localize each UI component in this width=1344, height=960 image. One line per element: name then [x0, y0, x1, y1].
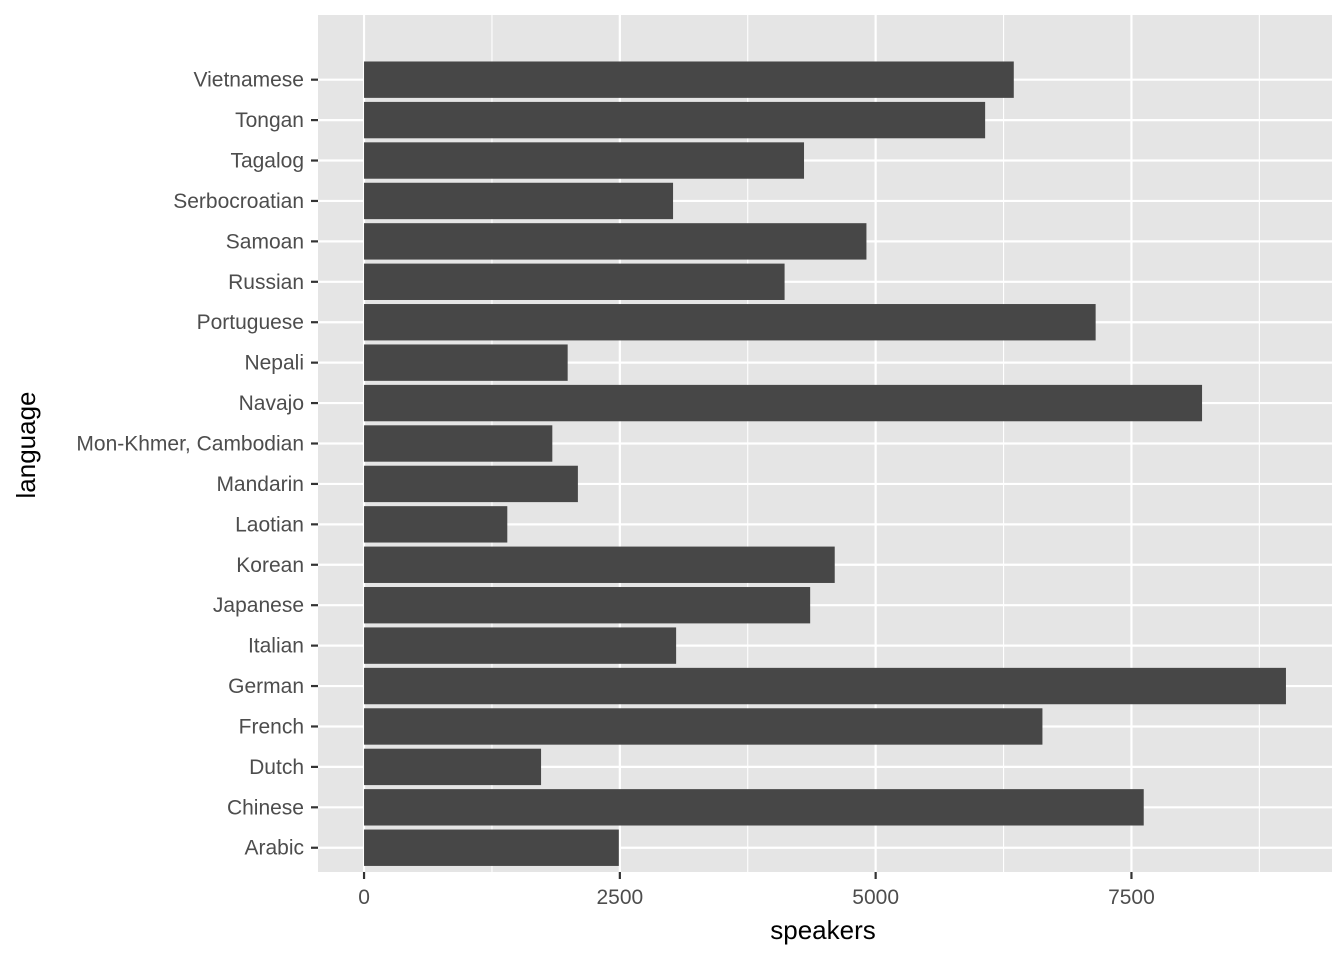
x-tick-label: 2500	[596, 886, 643, 909]
bar-samoan	[364, 223, 867, 260]
y-tick-label: Vietnamese	[193, 69, 304, 92]
y-tick-label: Italian	[248, 635, 304, 658]
y-tick-label: Chinese	[227, 796, 304, 819]
y-tick-label: Laotian	[235, 513, 304, 536]
bar-russian	[364, 263, 785, 300]
bar-tagalog	[364, 142, 805, 179]
y-tick-label: Korean	[236, 554, 304, 577]
y-tick-label: German	[228, 675, 304, 698]
x-axis: 0 2500 5000 7500	[358, 872, 1155, 909]
y-tick-label: Japanese	[213, 594, 304, 617]
y-tick-label: Tongan	[235, 109, 304, 132]
bars	[364, 61, 1286, 866]
y-tick-label: Mon-Khmer, Cambodian	[76, 433, 304, 456]
bar-nepali	[364, 344, 568, 381]
bar-tongan	[364, 101, 986, 139]
y-tick-label: Mandarin	[216, 473, 304, 496]
bar-portuguese	[364, 304, 1096, 341]
y-tick-label: Dutch	[249, 756, 304, 779]
y-tick-label: French	[239, 715, 304, 738]
bar-navajo	[364, 384, 1203, 422]
bar-vietnamese	[364, 61, 1014, 98]
bar-serbocroatian	[364, 182, 674, 220]
x-axis-title: speakers	[770, 915, 876, 945]
y-tick-label: Nepali	[244, 352, 304, 375]
bar-mandarin	[364, 465, 578, 503]
y-tick-label: Navajo	[239, 392, 304, 415]
bar-laotian	[364, 506, 508, 543]
bar-french	[364, 708, 1043, 745]
y-tick-label: Portuguese	[197, 311, 304, 334]
y-axis: Arabic Chinese Dutch French German Italian Jap…	[76, 69, 318, 860]
x-tick-label: 7500	[1108, 886, 1155, 909]
bar-german	[364, 667, 1286, 705]
bar-italian	[364, 627, 677, 664]
bar-japanese	[364, 587, 811, 624]
x-tick-label: 0	[358, 886, 370, 909]
bar-arabic	[364, 829, 619, 866]
bar-chinese	[364, 789, 1144, 826]
y-tick-label: Serbocroatian	[173, 190, 304, 213]
bar-mon-khmer-cambodian	[364, 425, 553, 462]
y-tick-label: Samoan	[226, 230, 304, 253]
y-tick-label: Arabic	[244, 837, 304, 860]
y-axis-title: language	[11, 392, 41, 499]
y-tick-label: Tagalog	[230, 150, 304, 173]
bar-korean	[364, 546, 835, 583]
x-tick-label: 5000	[852, 886, 899, 909]
bar-dutch	[364, 748, 542, 786]
y-tick-label: Russian	[228, 271, 304, 294]
